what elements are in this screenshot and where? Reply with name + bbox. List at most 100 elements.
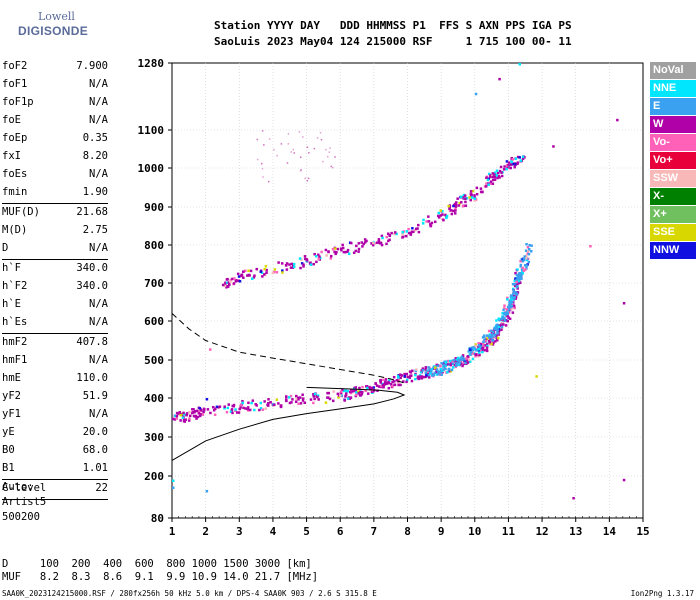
trace-point <box>342 250 346 254</box>
trace-point <box>457 204 461 207</box>
param-key: D <box>2 242 9 254</box>
trace-point <box>424 368 427 371</box>
param-row: h`E N/A <box>2 296 108 314</box>
trace-point <box>514 271 517 275</box>
trace-point <box>514 295 518 299</box>
trace-point <box>496 176 499 180</box>
trace-point <box>340 390 343 393</box>
trace-point <box>229 410 233 413</box>
trace-point <box>446 359 450 363</box>
trace-point <box>301 393 304 397</box>
y-tick-label: 1100 <box>138 124 165 137</box>
trace-point <box>405 380 408 384</box>
trace-point <box>449 370 453 373</box>
trace-point <box>396 375 400 378</box>
trace-point <box>194 415 197 418</box>
trace-point <box>463 194 467 197</box>
x-tick-label: 8 <box>404 525 411 538</box>
trace-point <box>201 413 205 416</box>
trace-point <box>239 404 243 407</box>
trace-point <box>516 287 519 290</box>
trace-point <box>354 389 357 392</box>
trace-point <box>464 197 467 201</box>
x-tick-label: 12 <box>535 525 548 538</box>
trace-point <box>231 404 234 408</box>
trace-point <box>453 202 457 206</box>
trace-point <box>217 406 220 409</box>
trace-point <box>405 378 409 382</box>
trace-point <box>267 402 270 405</box>
trace-point <box>442 218 445 222</box>
trace-point <box>432 366 436 369</box>
trace-point <box>457 356 460 360</box>
trace-point <box>491 178 495 182</box>
auto-artist: Artist5 <box>2 496 47 508</box>
trace-point <box>513 284 517 288</box>
station-header: Station YYYY DAY DDD HHMMSS P1 FFS S AXN… <box>214 18 572 50</box>
trace-point <box>213 413 217 417</box>
trace-point <box>622 302 626 305</box>
trace-point <box>264 407 267 410</box>
trace-point <box>234 279 237 282</box>
trace-point <box>242 406 245 410</box>
trace-point <box>188 414 192 418</box>
footer-version: Ion2Png 1.3.17 <box>630 589 694 598</box>
trace-point <box>429 223 432 226</box>
trace-point <box>306 180 309 182</box>
param-key: fxI <box>2 150 21 162</box>
trace-point <box>348 397 352 400</box>
trace-point <box>507 163 510 167</box>
trace-point <box>290 151 293 153</box>
trace-point <box>291 266 295 269</box>
x-tick-label: 13 <box>569 525 582 538</box>
trace-point <box>475 192 479 196</box>
y-tick-label: 500 <box>144 354 164 367</box>
trace-point <box>273 268 277 271</box>
trace-point <box>525 264 528 267</box>
trace-point <box>327 391 331 395</box>
legend-item: NNW <box>650 242 696 259</box>
trace-point <box>497 325 500 329</box>
auto-code: 500200 <box>2 511 40 523</box>
trace-point <box>489 174 492 177</box>
trace-point <box>246 406 250 409</box>
trace-point <box>493 173 496 176</box>
trace-point <box>349 241 353 245</box>
param-key: hmF2 <box>2 336 28 348</box>
trace-point <box>477 342 480 345</box>
param-row: D N/A <box>2 240 108 258</box>
trace-point <box>281 271 284 274</box>
trace-point <box>496 332 499 335</box>
trace-point <box>329 147 331 149</box>
trace-point <box>465 196 469 200</box>
trace-point <box>441 210 444 213</box>
trace-point <box>505 160 509 163</box>
y-tick-label: 600 <box>144 315 164 328</box>
param-row: B1 1.01 <box>2 460 108 478</box>
trace-point <box>491 175 495 179</box>
trace-point <box>519 263 523 267</box>
trace-point <box>424 371 428 375</box>
trace-point <box>437 372 440 376</box>
param-separator <box>2 333 108 334</box>
trace-point <box>238 280 242 283</box>
legend-item: E <box>650 98 696 115</box>
trace-point <box>395 232 398 236</box>
trace-point <box>287 143 290 145</box>
trace-point <box>287 133 290 135</box>
trace-point <box>462 361 466 364</box>
trace-point <box>514 277 517 280</box>
trace-point <box>233 277 236 280</box>
trace-point <box>512 163 515 166</box>
trace-point <box>242 276 245 279</box>
trace-point <box>475 353 478 356</box>
trace-point <box>380 243 384 247</box>
trace-point <box>338 394 342 397</box>
trace-point <box>496 323 499 327</box>
trace-point <box>263 400 266 403</box>
trace-point <box>330 165 332 168</box>
trace-point <box>479 345 482 348</box>
trace-point <box>523 255 526 258</box>
trace-point <box>254 403 257 406</box>
x-tick-label: 7 <box>371 525 378 538</box>
